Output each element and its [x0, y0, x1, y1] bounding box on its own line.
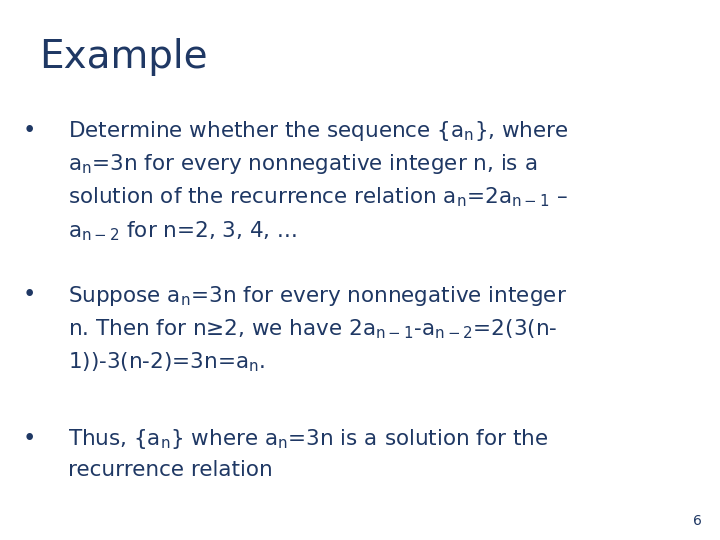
Text: solution of the recurrence relation $\mathregular{a_n}$=$\mathregular{2a_{n-1}}$: solution of the recurrence relation $\ma… [68, 186, 569, 210]
Text: Determine whether the sequence {$\mathregular{a_n}$}, where: Determine whether the sequence {$\mathre… [68, 119, 569, 143]
Text: 6: 6 [693, 514, 702, 528]
Text: •: • [22, 427, 36, 450]
Text: •: • [22, 119, 36, 142]
Text: $\mathregular{a_n}$=3n for every nonnegative integer n, is a: $\mathregular{a_n}$=3n for every nonnega… [68, 152, 538, 176]
Text: recurrence relation: recurrence relation [68, 460, 273, 480]
Text: $\mathregular{a_{n-2}}$ for n=2, 3, 4, ...: $\mathregular{a_{n-2}}$ for n=2, 3, 4, .… [68, 219, 297, 243]
Text: 1))-3(n-2)=3n=$\mathregular{a_n}$.: 1))-3(n-2)=3n=$\mathregular{a_n}$. [68, 350, 266, 374]
Text: Thus, {$\mathregular{a_n}$} where $\mathregular{a_n}$=3n is a solution for the: Thus, {$\mathregular{a_n}$} where $\math… [68, 427, 549, 450]
Text: •: • [22, 284, 36, 307]
Text: Suppose $\mathregular{a_n}$=3n for every nonnegative integer: Suppose $\mathregular{a_n}$=3n for every… [68, 284, 567, 307]
Text: Example: Example [40, 38, 208, 76]
Text: n. Then for n≥2, we have $\mathregular{2a_{n-1}}$-$\mathregular{a_{n-2}}$=2(3(n-: n. Then for n≥2, we have $\mathregular{2… [68, 317, 558, 341]
